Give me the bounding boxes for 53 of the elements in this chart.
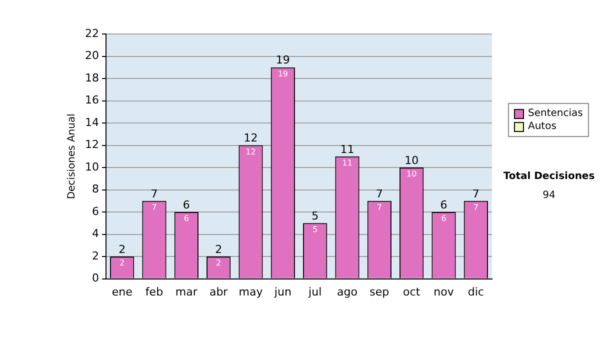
text: Total Decisiones xyxy=(502,171,596,182)
x-tick-label: ene xyxy=(112,285,133,298)
data-label: 6 xyxy=(441,214,446,224)
total-label: 2 xyxy=(215,242,222,256)
y-tick-label: 22 xyxy=(84,26,99,40)
y-tick-label: 8 xyxy=(92,182,99,196)
text: 94 xyxy=(542,190,556,201)
data-label: 7 xyxy=(152,202,157,212)
x-tick-label: mar xyxy=(175,285,198,298)
legend-label: Autos xyxy=(528,120,556,133)
total-label: 10 xyxy=(404,154,419,167)
data-label: 2 xyxy=(216,258,222,268)
x-tick-label: nov xyxy=(434,285,454,298)
y-tick-label: 12 xyxy=(84,138,99,152)
x-tick-label: feb xyxy=(145,285,164,298)
x-tick-label: abr xyxy=(209,285,228,298)
data-label: 5 xyxy=(312,225,318,234)
y-tick-label: 14 xyxy=(84,116,99,129)
total-label: 12 xyxy=(244,132,258,145)
x-tick-label: dic xyxy=(468,285,484,298)
x-tick-label: oct xyxy=(403,285,421,298)
total-label: 7 xyxy=(472,187,480,200)
data-label: 7 xyxy=(473,202,478,212)
total-label: 6 xyxy=(440,198,448,212)
data-label: 6 xyxy=(184,214,189,224)
y-tick-label: 0 xyxy=(92,272,99,285)
data-label: 7 xyxy=(376,202,382,212)
total-label: 7 xyxy=(376,187,383,200)
x-tick-label: sep xyxy=(370,285,390,298)
y-tick-label: 20 xyxy=(84,49,99,62)
data-label: 12 xyxy=(246,147,256,156)
legend-label: Sentencias xyxy=(528,107,583,120)
y-tick-label: 6 xyxy=(92,204,99,218)
y-tick-label: 18 xyxy=(84,71,99,84)
x-tick-label: may xyxy=(238,285,264,298)
data-label: 19 xyxy=(278,69,288,78)
y-tick-label: 2 xyxy=(92,249,99,262)
y-tick-label: 10 xyxy=(84,160,99,174)
total-label: 5 xyxy=(312,210,319,223)
total-label: 7 xyxy=(150,187,158,200)
data-label: 11 xyxy=(342,158,352,168)
x-tick-label: jul xyxy=(308,285,322,298)
data-label: 2 xyxy=(120,258,125,268)
x-tick-label: jun xyxy=(273,285,292,298)
y-tick-label: 16 xyxy=(84,94,99,107)
data-label: 10 xyxy=(406,170,417,179)
x-tick-label: ago xyxy=(337,285,358,298)
total-label: 11 xyxy=(340,142,354,156)
y-axis-title: Decisiones Anual xyxy=(66,114,78,200)
y-tick-label: 4 xyxy=(92,227,99,240)
total-label: 2 xyxy=(118,242,126,256)
total-label: 6 xyxy=(182,198,190,212)
total-label: 19 xyxy=(276,54,290,67)
